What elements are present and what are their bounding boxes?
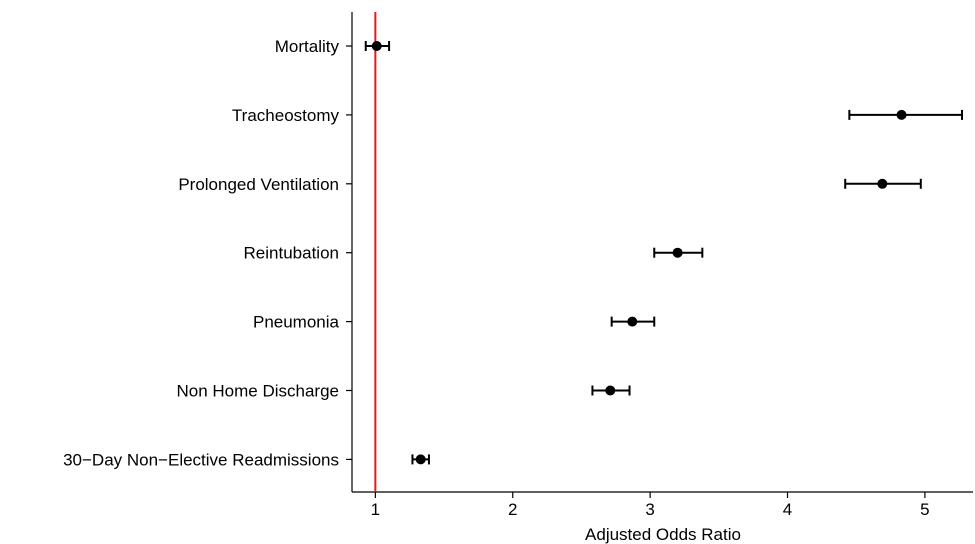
x-tick-label: 2 — [508, 500, 517, 519]
estimate-point — [896, 109, 907, 120]
estimate-point — [371, 41, 382, 51]
category-label: Pneumonia — [253, 313, 340, 332]
category-label: Mortality — [275, 37, 340, 56]
category-label: Reintubation — [244, 244, 339, 263]
plot-area: 1 2 3 4 5 Mortality Tracheostomy Prolonged Vent… — [63, 12, 973, 519]
estimate-point — [672, 247, 683, 258]
estimate-point — [415, 454, 426, 465]
estimate-point — [627, 316, 638, 327]
category-label: Non Home Discharge — [176, 382, 339, 401]
x-tick-label: 5 — [920, 500, 929, 519]
estimate-point — [877, 178, 888, 189]
x-axis-title: Adjusted Odds Ratio — [585, 525, 741, 544]
x-tick-label: 3 — [645, 500, 654, 519]
x-tick-label: 1 — [371, 500, 380, 519]
category-label: Tracheostomy — [232, 106, 340, 125]
estimate-point — [605, 385, 616, 396]
category-label: Prolonged Ventilation — [178, 175, 339, 194]
x-tick-label: 4 — [783, 500, 792, 519]
category-label: 30−Day Non−Elective Readmissions — [63, 450, 339, 469]
